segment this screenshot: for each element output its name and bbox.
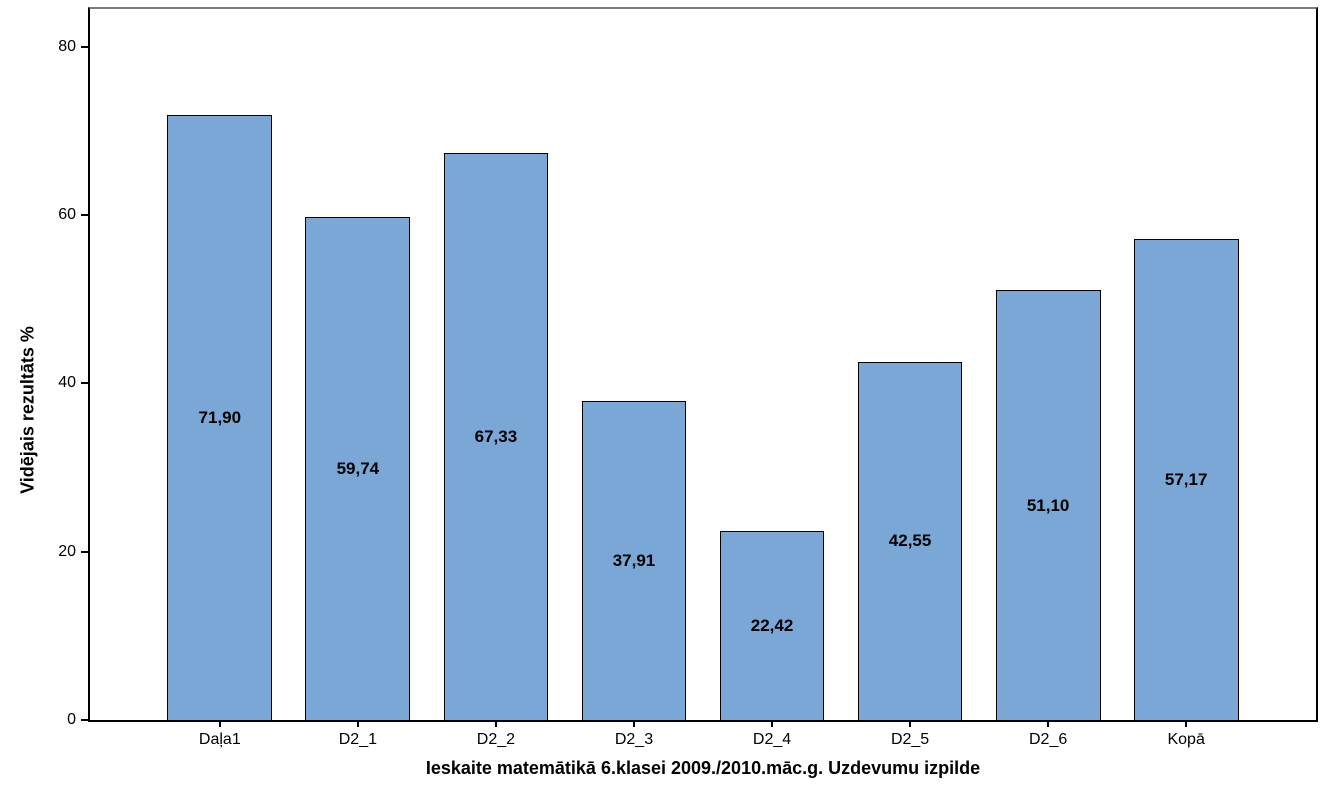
bar-D2_5: 42,55 xyxy=(857,361,963,720)
bar-value-label: 59,74 xyxy=(336,459,380,479)
bar-value-label: 71,90 xyxy=(198,408,242,428)
x-axis-tick-mark xyxy=(356,720,359,727)
y-axis-tick-label: 40 xyxy=(58,374,76,392)
y-axis-tick-mark xyxy=(81,550,90,553)
bar-value-label: 57,17 xyxy=(1164,469,1208,489)
x-axis-category-label: D2_3 xyxy=(614,731,654,748)
y-axis-tick-mark xyxy=(81,382,90,385)
y-axis-tick-mark xyxy=(81,719,90,721)
x-axis-category-label: D2_1 xyxy=(338,731,377,748)
y-axis-tick-mark xyxy=(81,45,90,48)
x-axis-category-label: Daļa1 xyxy=(198,731,241,748)
x-axis-tick-mark xyxy=(494,720,497,727)
bar-value-label: 67,33 xyxy=(474,427,518,447)
x-axis-tick-mark xyxy=(1185,720,1188,727)
y-axis-tick-label: 20 xyxy=(58,542,76,560)
x-axis-tick-mark xyxy=(771,720,774,727)
bar-value-label: 22,42 xyxy=(750,616,794,636)
bar-Kopā: 57,17 xyxy=(1133,238,1239,720)
x-axis-category-label: D2_2 xyxy=(476,731,516,748)
x-axis-category-label: D2_6 xyxy=(1028,731,1068,748)
x-axis-tick-mark xyxy=(1047,720,1050,727)
bar-value-label: 51,10 xyxy=(1026,495,1070,515)
y-axis-tick-label: 60 xyxy=(58,206,76,224)
y-axis-title: Vidējais rezultāts % xyxy=(17,326,38,494)
y-axis-tick-label: 80 xyxy=(58,37,76,55)
x-axis-category-label: D2_5 xyxy=(890,731,930,748)
bar-D2_3: 37,91 xyxy=(581,401,687,720)
bar-D2_6: 51,10 xyxy=(995,290,1101,720)
plot-area: 0 20 40 60 80 71,90 Daļa1 59,74 D2_1 67,33 D2_2 37,… xyxy=(58,7,1318,748)
bar-D2_1: 59,74 xyxy=(305,217,411,720)
x-axis-tick-mark xyxy=(218,720,221,727)
x-axis-tick-mark xyxy=(909,720,912,727)
bar-D2_2: 67,33 xyxy=(443,153,549,720)
y-axis-tick-label: 0 xyxy=(67,711,76,728)
bar-value-label: 42,55 xyxy=(888,531,932,551)
bar-Daļa1: 71,90 xyxy=(167,115,273,720)
x-axis-tick-mark xyxy=(632,720,635,727)
y-axis-tick-mark xyxy=(81,214,90,217)
bar-D2_4: 22,42 xyxy=(719,531,825,720)
bar-value-label: 37,91 xyxy=(612,551,656,571)
x-axis-title: Ieskaite matemātikā 6.klasei 2009./2010.… xyxy=(425,758,981,778)
x-axis-category-label: Kopā xyxy=(1167,731,1205,748)
x-axis-category-label: D2_4 xyxy=(752,731,792,748)
